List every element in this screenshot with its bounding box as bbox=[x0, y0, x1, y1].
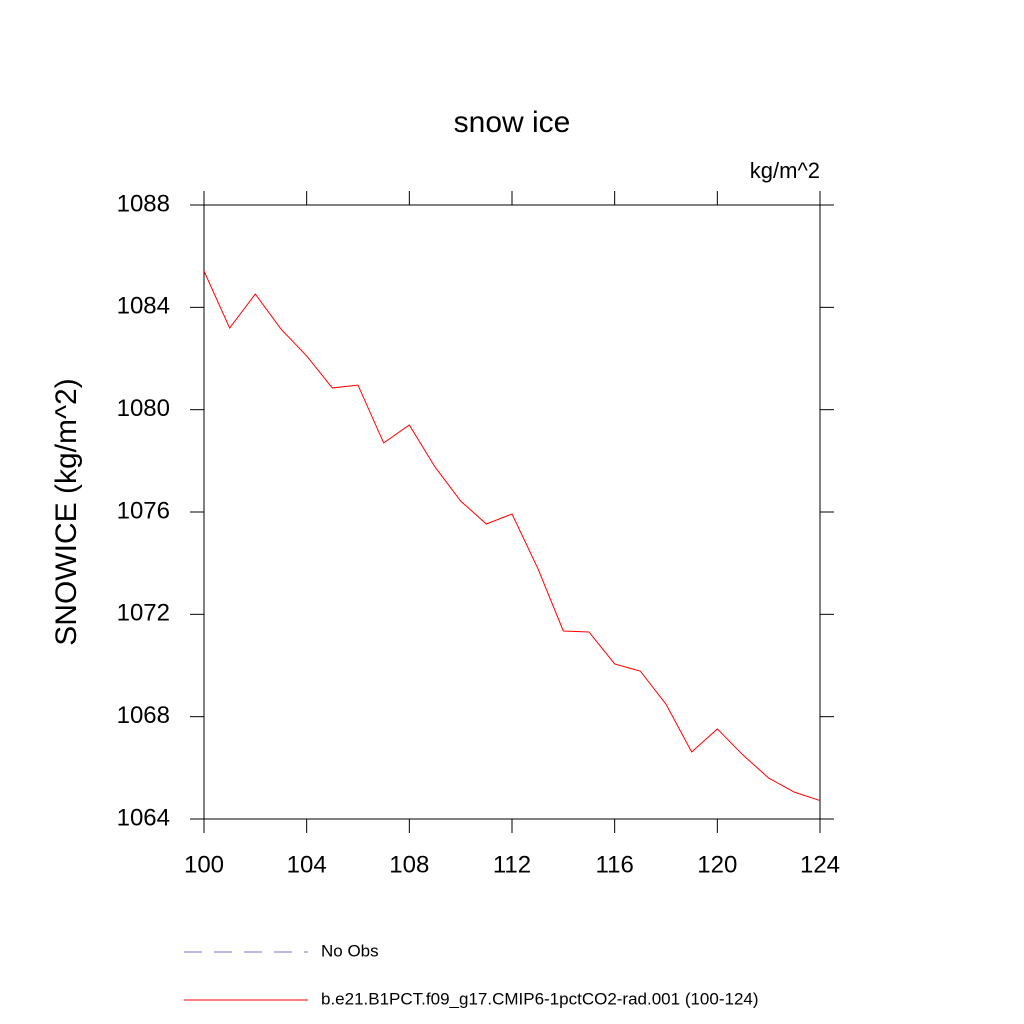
x-tick-label: 100 bbox=[184, 851, 224, 878]
y-tick-label: 1088 bbox=[117, 190, 170, 217]
y-tick-label: 1076 bbox=[117, 497, 170, 524]
chart-title: snow ice bbox=[454, 106, 571, 139]
y-axis-label: SNOWICE (kg/m^2) bbox=[50, 378, 83, 645]
x-tick-label: 116 bbox=[596, 851, 634, 878]
plot-frame bbox=[203, 204, 821, 820]
legend-label: b.e21.B1PCT.f09_g17.CMIP6-1pctCO2-rad.00… bbox=[321, 989, 759, 1008]
y-tick-label: 1080 bbox=[117, 395, 170, 422]
x-tick-label: 108 bbox=[389, 851, 429, 878]
x-tick-label: 120 bbox=[697, 851, 737, 878]
y-tick-label: 1084 bbox=[117, 293, 170, 320]
legend-label: No Obs bbox=[321, 941, 379, 960]
y-tick-label: 1072 bbox=[117, 600, 170, 627]
series-line bbox=[203, 270, 821, 802]
x-tick-label: 104 bbox=[287, 851, 327, 878]
units-label: kg/m^2 bbox=[750, 158, 820, 183]
y-tick-label: 1068 bbox=[117, 702, 170, 729]
x-tick-label: 124 bbox=[800, 851, 840, 878]
x-tick-label: 112 bbox=[493, 851, 531, 878]
y-tick-label: 1064 bbox=[117, 804, 170, 831]
